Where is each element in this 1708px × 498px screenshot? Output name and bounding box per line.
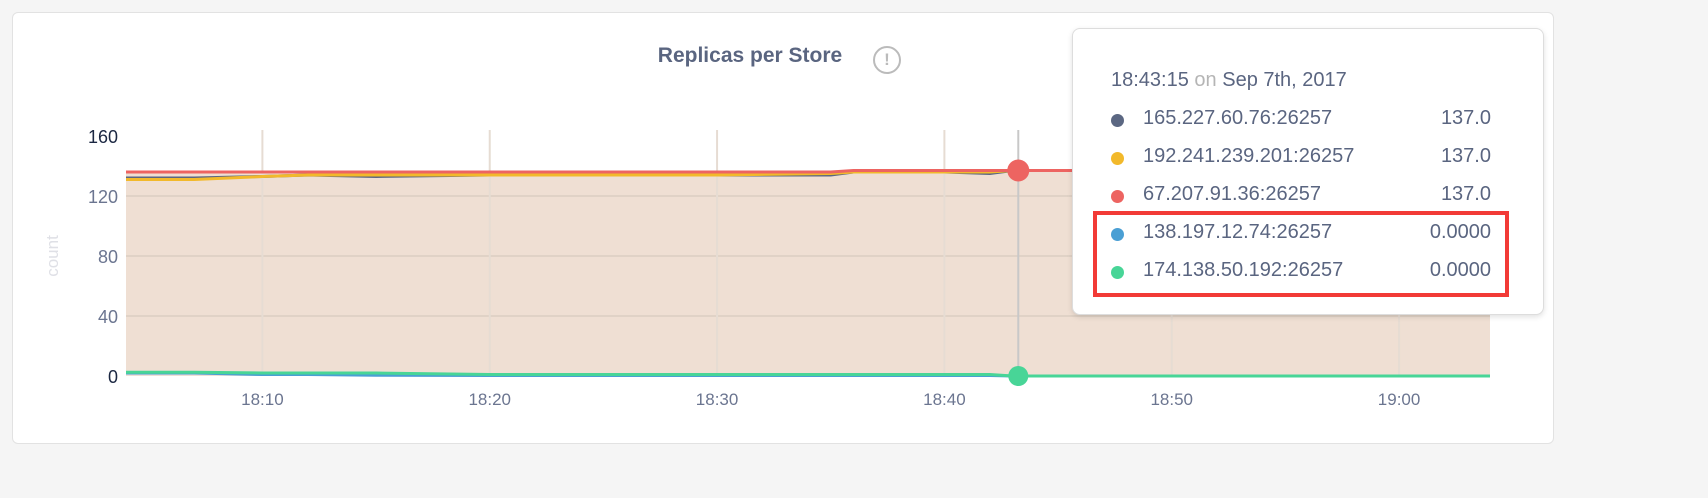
series-color-dot [1111, 228, 1124, 241]
x-tick-label: 18:40 [923, 390, 966, 409]
hover-tooltip: 18:43:15 on Sep 7th, 2017 165.227.60.76:… [1072, 28, 1544, 315]
tooltip-date: Sep 7th, 2017 [1222, 69, 1347, 91]
series-label: 165.227.60.76:26257 [1143, 107, 1333, 129]
x-tick-label: 18:30 [696, 390, 739, 409]
series-color-dot [1111, 114, 1124, 127]
highlight-box [1093, 211, 1509, 297]
tooltip-on: on [1194, 69, 1217, 91]
y-tick-label: 160 [88, 127, 118, 147]
tooltip-row: 165.227.60.76:26257 137.0 [1111, 105, 1491, 135]
y-axis-label: count [43, 235, 62, 277]
series-value: 0.0000 [1429, 259, 1491, 281]
series-value: 137.0 [1440, 107, 1491, 129]
series-line [126, 370, 1490, 378]
y-tick-label: 80 [98, 247, 118, 267]
y-tick-label: 0 [108, 367, 118, 387]
hover-point [1007, 159, 1030, 182]
series-label: 192.241.239.201:26257 [1143, 145, 1355, 167]
x-tick-label: 18:20 [468, 390, 511, 409]
series-label: 67.207.91.36:26257 [1143, 183, 1321, 205]
tooltip-row: 138.197.12.74:26257 0.0000 [1111, 219, 1491, 249]
series-value: 137.0 [1440, 183, 1491, 205]
info-icon[interactable]: ! [873, 46, 901, 74]
series-value: 0.0000 [1429, 221, 1491, 243]
tooltip-row: 174.138.50.192:26257 0.0000 [1111, 257, 1491, 287]
y-tick-label: 120 [88, 187, 118, 207]
tooltip-row: 67.207.91.36:26257 137.0 [1111, 181, 1491, 211]
series-label: 174.138.50.192:26257 [1143, 259, 1344, 281]
x-tick-label: 18:10 [241, 390, 284, 409]
chart-title: Replicas per Store [657, 44, 843, 67]
x-tick-label: 18:50 [1150, 390, 1193, 409]
hover-point [1008, 366, 1029, 386]
series-color-dot [1111, 266, 1124, 279]
series-color-dot [1111, 190, 1124, 203]
tooltip-row: 192.241.239.201:26257 137.0 [1111, 143, 1491, 173]
tooltip-timestamp: 18:43:15 on Sep 7th, 2017 [1111, 69, 1347, 92]
series-value: 137.0 [1440, 145, 1491, 167]
series-color-dot [1111, 152, 1124, 165]
tooltip-time: 18:43:15 [1111, 69, 1189, 91]
x-tick-label: 19:00 [1378, 390, 1421, 409]
y-tick-label: 40 [98, 307, 118, 327]
series-label: 138.197.12.74:26257 [1143, 221, 1333, 243]
